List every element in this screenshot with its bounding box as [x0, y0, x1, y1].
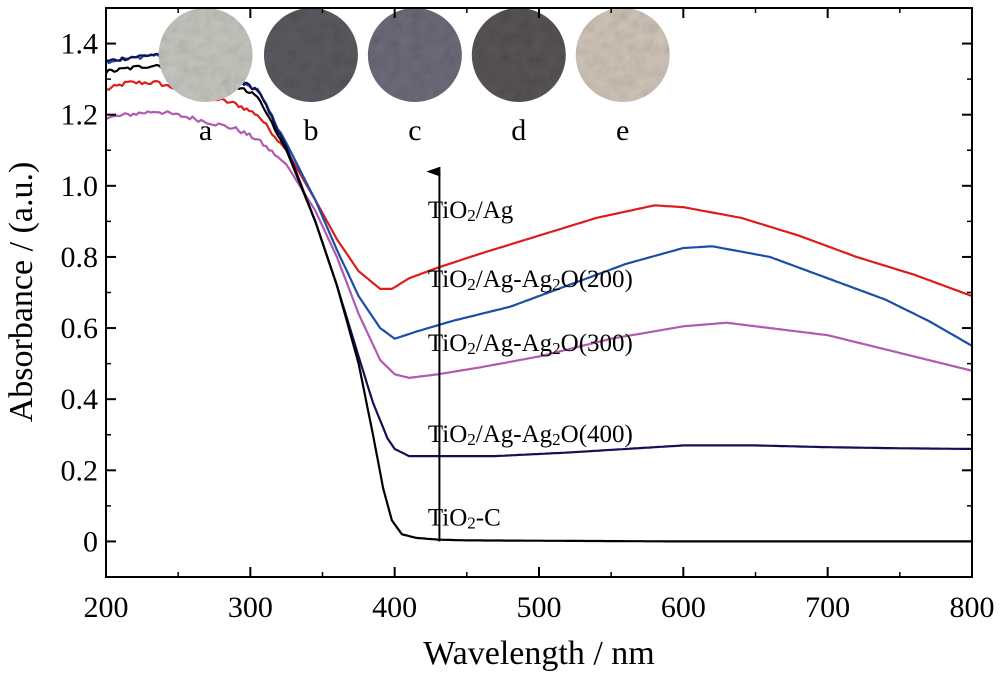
- series-layer: [105, 52, 973, 543]
- y-axis-title: Absorbance / (a.u.): [3, 162, 40, 423]
- subscript: 2: [552, 339, 561, 358]
- label-text: /Ag-Ag: [476, 266, 553, 293]
- label-text: -C: [476, 504, 501, 531]
- sample-photo-label: c: [408, 114, 421, 147]
- sample-photo-disc: [471, 8, 566, 102]
- series-line-1: [105, 52, 973, 347]
- x-tick-label: 700: [805, 591, 850, 624]
- label-text: /Ag-Ag: [476, 330, 553, 357]
- sample-photo-disc: [575, 8, 670, 102]
- subscript: 2: [552, 430, 561, 449]
- sample-photo-e: e: [575, 8, 670, 147]
- sample-photo-disc: [263, 8, 358, 102]
- sample-photo-disc: [158, 8, 253, 102]
- label-text: TiO: [428, 421, 467, 448]
- sample-photo-label: b: [303, 114, 318, 147]
- inset-photos: a b c d e: [158, 8, 670, 147]
- y-tick-label: 0: [83, 525, 98, 558]
- sample-photo-a: a: [158, 8, 253, 147]
- label-text: /Ag-Ag: [476, 421, 553, 448]
- label-text: O(300): [561, 330, 633, 357]
- y-tick-label: 1.0: [61, 170, 99, 203]
- label-text: TiO: [428, 504, 467, 531]
- series-line-2: [105, 110, 973, 379]
- x-tick-label: 800: [950, 591, 995, 624]
- tick-layer: 200 300 400 500 600 700 800 0 0.2 0.4 0.6 0.8 1.0 1.2…: [61, 7, 995, 624]
- x-axis-title: Wavelength / nm: [423, 635, 654, 672]
- series-annotation-0: TiO2/Ag: [428, 197, 514, 225]
- label-text: /Ag: [476, 197, 514, 224]
- y-tick-label: 0.6: [61, 312, 99, 345]
- label-text: TiO: [428, 266, 467, 293]
- series-line-4: [105, 63, 972, 543]
- label-text: O(200): [561, 266, 633, 293]
- subscript: 2: [467, 339, 476, 358]
- sample-photo-label: d: [511, 114, 526, 147]
- sample-photo-label: e: [616, 114, 629, 147]
- x-tick-label: 300: [228, 591, 273, 624]
- series-annotation-2: TiO2/Ag-Ag2O(300): [428, 330, 633, 358]
- y-tick-label: 1.2: [61, 99, 99, 132]
- label-text: TiO: [428, 197, 467, 224]
- y-tick-label: 0.4: [61, 383, 99, 416]
- series-annotation-3: TiO2/Ag-Ag2O(400): [428, 421, 633, 449]
- subscript: 2: [467, 206, 476, 225]
- label-text: TiO: [428, 330, 467, 357]
- series-line-0: [105, 80, 973, 298]
- sample-photo-label: a: [199, 114, 212, 147]
- sample-photo-disc: [367, 8, 462, 102]
- series-line-3: [105, 52, 973, 458]
- x-tick-label: 200: [84, 591, 129, 624]
- subscript: 2: [552, 275, 561, 294]
- series-annotation-1: TiO2/Ag-Ag2O(200): [428, 266, 633, 294]
- x-tick-label: 600: [661, 591, 706, 624]
- sample-photo-c: c: [367, 8, 462, 147]
- x-tick-label: 500: [517, 591, 562, 624]
- subscript: 2: [467, 430, 476, 449]
- annotation-layer: TiO2/AgTiO2/Ag-Ag2O(200)TiO2/Ag-Ag2O(300…: [426, 166, 633, 542]
- sample-photo-d: d: [471, 8, 566, 147]
- subscript: 2: [467, 513, 476, 532]
- y-tick-label: 1.4: [61, 28, 99, 61]
- sample-photo-b: b: [263, 8, 358, 147]
- label-text: O(400): [561, 421, 633, 448]
- y-tick-label: 0.8: [61, 241, 99, 274]
- series-annotation-4: TiO2-C: [428, 504, 501, 532]
- y-tick-label: 0.2: [61, 454, 99, 487]
- x-tick-label: 400: [372, 591, 417, 624]
- subscript: 2: [467, 275, 476, 294]
